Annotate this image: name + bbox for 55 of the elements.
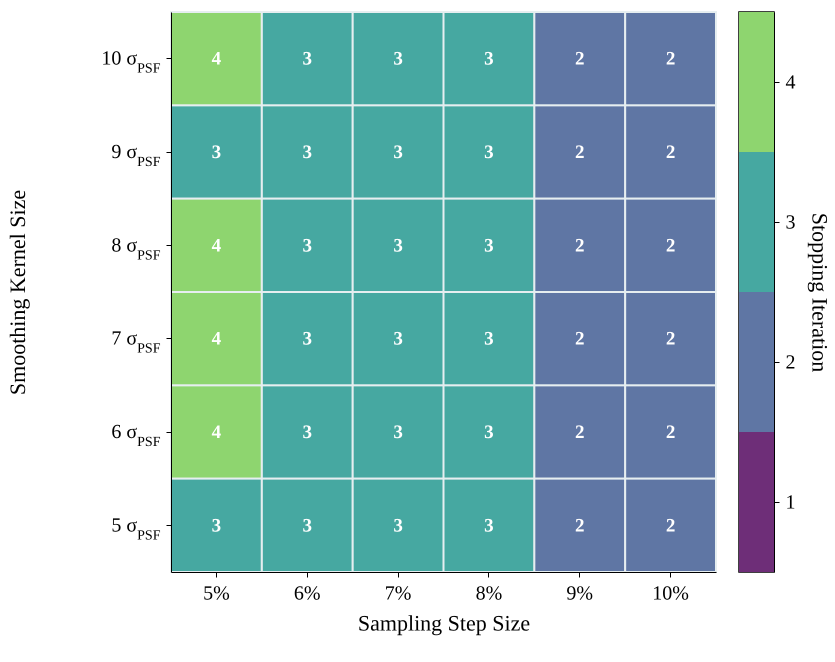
- data-label: 3: [302, 328, 312, 350]
- data-label: 3: [484, 48, 494, 70]
- data-label: 2: [666, 142, 676, 163]
- data-label: 3: [484, 142, 494, 163]
- data-label: 4: [212, 48, 222, 70]
- data-label: 3: [302, 48, 312, 70]
- data-label: 2: [666, 48, 676, 70]
- data-label: 3: [393, 515, 403, 536]
- data-label: 2: [575, 48, 584, 70]
- color-bar-label: 4: [786, 72, 796, 94]
- data-label: 2: [575, 235, 584, 256]
- y-axis-title: Smoothing Kernel Size: [5, 190, 30, 396]
- data-label: 3: [212, 142, 222, 163]
- data-label: 2: [575, 515, 584, 536]
- data-label: 3: [302, 515, 312, 536]
- x-tick-label: 10%: [652, 582, 689, 604]
- data-label: 2: [666, 422, 676, 443]
- data-label: 3: [212, 515, 222, 536]
- data-label: 3: [484, 515, 494, 536]
- color-bar-label: 1: [786, 492, 796, 514]
- y-tick-label: 7 σ$_{PSF}$: [111, 328, 161, 356]
- data-label: 3: [484, 328, 494, 350]
- data-label: 4: [212, 422, 222, 443]
- x-tick-label: 9%: [566, 582, 594, 604]
- color-bar-title: Stopping Iteration: [808, 212, 832, 372]
- data-label: 3: [484, 235, 494, 256]
- data-label: 3: [302, 422, 312, 443]
- y-tick-label: 6 σ$_{PSF}$: [111, 421, 161, 450]
- data-label: 4: [212, 235, 222, 256]
- data-label: 3: [302, 235, 312, 256]
- data-label: 3: [302, 142, 312, 163]
- y-tick-label: 8 σ$_{PSF}$: [111, 234, 161, 263]
- data-label: 3: [393, 422, 403, 443]
- color-bar-label: 3: [786, 212, 796, 234]
- data-label: 3: [393, 142, 403, 163]
- data-label: 3: [393, 48, 403, 70]
- color-bar-label: 2: [786, 352, 796, 374]
- data-label: 2: [575, 328, 584, 350]
- data-label: 2: [666, 328, 676, 350]
- x-tick-label: 8%: [476, 582, 502, 604]
- data-label: 3: [393, 328, 403, 350]
- data-label: 2: [666, 235, 676, 256]
- x-tick-label: 6%: [294, 582, 321, 604]
- data-label: 2: [575, 422, 584, 443]
- y-tick-label: 5 σ$_{PSF}$: [111, 514, 161, 543]
- data-label: 3: [393, 235, 403, 256]
- y-tick-label: 9 σ$_{PSF}$: [111, 141, 161, 170]
- data-label: 2: [666, 515, 676, 536]
- data-label: 3: [484, 422, 494, 443]
- data-label: 2: [575, 142, 584, 163]
- x-tick-label: 7%: [384, 582, 412, 604]
- x-tick-label: 5%: [203, 582, 230, 604]
- y-tick-label: 10 σ$_{PSF}$: [101, 48, 161, 76]
- x-axis-title: Sampling Step Size: [358, 610, 530, 636]
- data-label: 4: [212, 328, 222, 350]
